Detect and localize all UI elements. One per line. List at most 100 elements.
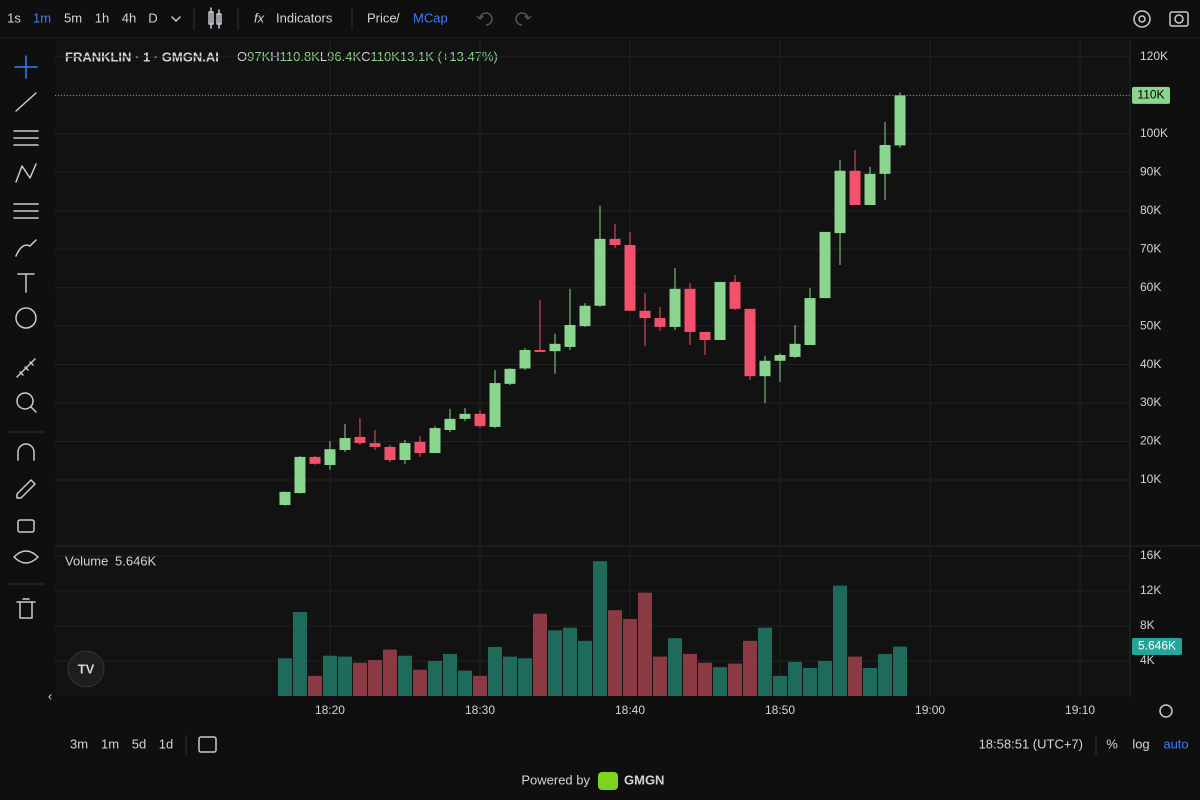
candle-body [339, 438, 351, 450]
lock-tool[interactable] [17, 519, 35, 533]
candle-body [654, 318, 666, 327]
lock-drawing-tool[interactable] [16, 479, 36, 499]
powered-by: Powered by [521, 772, 590, 787]
interval[interactable]: D [148, 10, 157, 25]
y-tick-label: 120K [1140, 49, 1168, 63]
candle-body [459, 413, 471, 419]
zoom-tool[interactable] [16, 392, 34, 410]
undo-button[interactable] [476, 12, 493, 26]
screenshot-button[interactable] [1169, 11, 1189, 27]
candle-body [564, 325, 576, 347]
candle-body [669, 288, 681, 327]
x-tick-label: 19:00 [915, 703, 945, 717]
magnet-tool[interactable] [17, 443, 35, 461]
pattern-tool[interactable] [15, 163, 37, 183]
redo-button[interactable] [515, 12, 532, 26]
brush-tool[interactable] [15, 239, 37, 257]
candle-body [399, 443, 411, 460]
y-tick-label: 20K [1140, 434, 1161, 448]
candle-body [759, 360, 771, 377]
tv-logo [67, 650, 105, 688]
candle-body [594, 238, 606, 306]
candle-body [534, 350, 546, 352]
volume-bar [397, 655, 412, 696]
fib-tool[interactable] [13, 203, 39, 219]
axis-settings[interactable] [1159, 704, 1173, 718]
candle-body [294, 456, 306, 494]
interval[interactable]: 5m [64, 10, 82, 25]
candle-body [819, 231, 831, 299]
crosshair-tool[interactable] [14, 55, 38, 79]
volume-bar [472, 675, 487, 696]
volume-bar [307, 675, 322, 696]
interval[interactable]: 1h [95, 10, 109, 25]
candle-body [894, 95, 906, 146]
range-button[interactable]: 3m [70, 736, 88, 751]
delete-tool[interactable] [16, 598, 36, 619]
interval-menu[interactable] [171, 16, 181, 22]
candle-body [804, 298, 816, 345]
interval[interactable]: 1m [33, 10, 51, 25]
line-tool[interactable] [15, 92, 37, 112]
y-tick-label: 70K [1140, 241, 1161, 255]
collapse-button[interactable]: ‹ [48, 688, 52, 703]
candle-body [444, 418, 456, 430]
volume-bar [863, 667, 878, 696]
range-button[interactable]: 1m [101, 736, 119, 751]
volume-bar [322, 655, 337, 696]
tv-logo-text: TV [78, 661, 95, 676]
brand-name: GMGN [624, 772, 664, 787]
interval[interactable]: 4h [122, 10, 136, 25]
visibility-tool[interactable] [13, 550, 39, 564]
candle-body [684, 288, 696, 332]
interval[interactable]: 1s [7, 10, 21, 25]
chart-type-button[interactable] [208, 7, 222, 29]
volume-value: 5.646K [115, 553, 157, 568]
candle-body [474, 413, 486, 427]
emoji-tool[interactable] [15, 307, 37, 329]
x-tick-label: 18:20 [315, 703, 345, 717]
y-tick-label: 16K [1140, 548, 1161, 562]
auto-toggle[interactable]: auto [1163, 736, 1188, 751]
volume-bar [818, 660, 833, 696]
volume-bar [292, 611, 307, 696]
volume-bar [848, 656, 863, 696]
volume-bar [743, 640, 758, 696]
y-tick-label: 80K [1140, 203, 1161, 217]
y-tick-label: 50K [1140, 318, 1161, 332]
goto-date-button[interactable] [198, 736, 217, 753]
x-tick-label: 19:10 [1065, 703, 1095, 717]
volume-bar [532, 613, 547, 696]
settings-button[interactable] [1133, 10, 1151, 28]
settings-icon [1138, 15, 1146, 23]
volume-bar [487, 646, 502, 696]
volume-bar [728, 663, 743, 696]
text-tool[interactable] [17, 273, 35, 293]
toggle-separator: / [396, 10, 400, 25]
y-tick-label: 8K [1140, 618, 1155, 632]
channel-tool[interactable] [13, 130, 39, 146]
volume-bar [382, 649, 397, 696]
volume-title: Volume [65, 553, 108, 568]
candle-body [639, 310, 651, 319]
volume-bar [277, 658, 292, 696]
log-toggle[interactable]: log [1132, 736, 1149, 751]
percent-toggle[interactable]: % [1106, 736, 1118, 751]
volume-bar [683, 653, 698, 696]
candle-body [279, 491, 291, 505]
price-toggle[interactable]: Price [367, 10, 397, 25]
mcap-toggle[interactable]: MCap [413, 10, 448, 25]
measure-tool[interactable] [16, 358, 36, 378]
indicators-icon[interactable]: fx [254, 10, 265, 25]
volume-bar [788, 661, 803, 696]
volume-bar [638, 592, 653, 696]
last-price-label: 110K [1137, 88, 1164, 102]
candle-body [324, 449, 336, 465]
range-button[interactable]: 1d [159, 736, 173, 751]
indicators-button[interactable]: Indicators [276, 10, 333, 25]
candle-body [699, 331, 711, 340]
volume-bar [833, 585, 848, 696]
volume-bar [653, 656, 668, 696]
range-button[interactable]: 5d [132, 736, 146, 751]
y-tick-label: 40K [1140, 357, 1161, 371]
